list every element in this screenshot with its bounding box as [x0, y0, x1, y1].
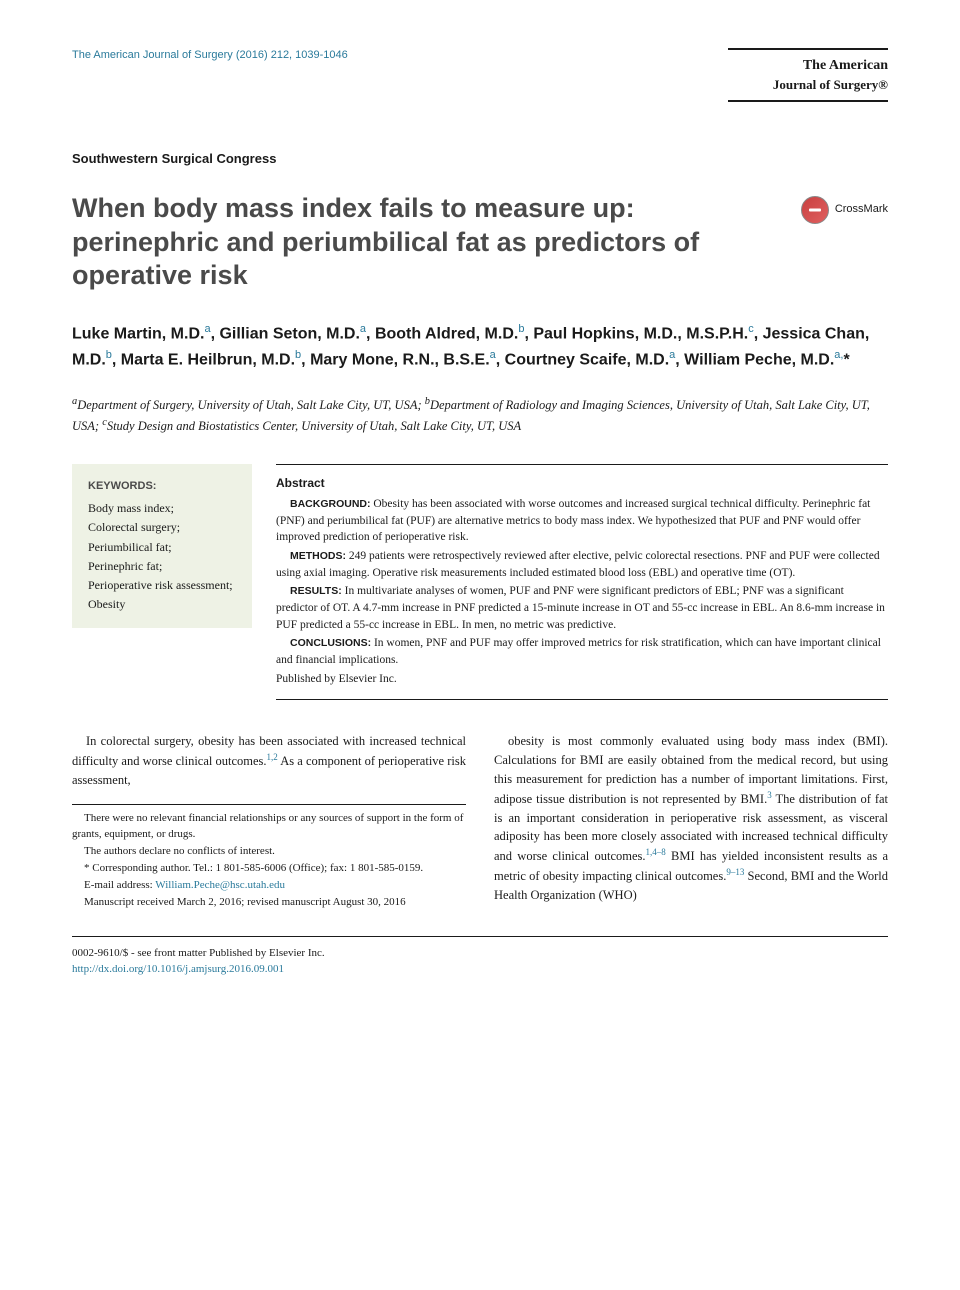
keywords-box: KEYWORDS: Body mass index; Colorectal su…: [72, 464, 252, 629]
results-label: RESULTS:: [290, 585, 342, 597]
keyword-item: Colorectal surgery;: [88, 518, 236, 537]
journal-name-line1: The American: [728, 56, 888, 76]
abstract-heading: Abstract: [276, 475, 888, 492]
abstract-conclusions: CONCLUSIONS: In women, PNF and PUF may o…: [276, 635, 888, 668]
affiliations: aDepartment of Surgery, University of Ut…: [72, 394, 888, 436]
footnote-conflicts: The authors declare no conflicts of inte…: [72, 844, 466, 860]
results-text: In multivariate analyses of women, PUF a…: [276, 585, 885, 630]
body-column-right: obesity is most commonly evaluated using…: [494, 732, 888, 911]
body-para-2: obesity is most commonly evaluated using…: [494, 732, 888, 904]
keywords-heading: KEYWORDS:: [88, 478, 236, 496]
keyword-item: Periumbilical fat;: [88, 538, 236, 557]
author-list: Luke Martin, M.D.a, Gillian Seton, M.D.a…: [72, 321, 888, 372]
front-matter-line: 0002-9610/$ - see front matter Published…: [72, 945, 888, 962]
email-link[interactable]: William.Peche@hsc.utah.edu: [155, 879, 285, 891]
section-label: Southwestern Surgical Congress: [72, 150, 888, 168]
footnote-disclosure: There were no relevant financial relatio…: [72, 811, 466, 843]
email-label: E-mail address:: [84, 879, 155, 891]
page-header: The American Journal of Surgery (2016) 2…: [72, 48, 888, 102]
body-para-1: In colorectal surgery, obesity has been …: [72, 732, 466, 789]
abstract-methods: METHODS: 249 patients were retrospective…: [276, 548, 888, 581]
crossmark-icon: [801, 196, 829, 224]
crossmark-label: CrossMark: [835, 202, 888, 217]
journal-brand-box: The American Journal of Surgery®: [728, 48, 888, 102]
journal-name-line2: Journal of Surgery®: [728, 76, 888, 94]
crossmark-widget[interactable]: CrossMark: [801, 196, 888, 224]
methods-text: 249 patients were retrospectively review…: [276, 550, 880, 579]
keyword-item: Body mass index;: [88, 499, 236, 518]
abstract-box: Abstract BACKGROUND: Obesity has been as…: [276, 464, 888, 701]
abstract-publisher: Published by Elsevier Inc.: [276, 671, 888, 688]
background-label: BACKGROUND:: [290, 498, 371, 510]
footnote-manuscript-dates: Manuscript received March 2, 2016; revis…: [72, 895, 466, 911]
conclusions-label: CONCLUSIONS:: [290, 637, 371, 649]
title-row: When body mass index fails to measure up…: [72, 192, 888, 293]
footnote-email: E-mail address: William.Peche@hsc.utah.e…: [72, 878, 466, 894]
footnote-corresponding: * Corresponding author. Tel.: 1 801-585-…: [72, 861, 466, 877]
article-title: When body mass index fails to measure up…: [72, 192, 781, 293]
copyright-bar: 0002-9610/$ - see front matter Published…: [72, 936, 888, 978]
abstract-background: BACKGROUND: Obesity has been associated …: [276, 496, 888, 546]
keyword-item: Perinephric fat;: [88, 557, 236, 576]
doi-link[interactable]: http://dx.doi.org/10.1016/j.amjsurg.2016…: [72, 963, 284, 975]
keyword-item: Perioperative risk assessment;: [88, 576, 236, 595]
citation-text: The American Journal of Surgery (2016) 2…: [72, 48, 348, 63]
body-text-columns: In colorectal surgery, obesity has been …: [72, 732, 888, 911]
keywords-abstract-row: KEYWORDS: Body mass index; Colorectal su…: [72, 464, 888, 701]
body-column-left: In colorectal surgery, obesity has been …: [72, 732, 466, 911]
footnotes-block: There were no relevant financial relatio…: [72, 804, 466, 911]
methods-label: METHODS:: [290, 550, 346, 562]
keyword-item: Obesity: [88, 595, 236, 614]
abstract-results: RESULTS: In multivariate analyses of wom…: [276, 583, 888, 633]
